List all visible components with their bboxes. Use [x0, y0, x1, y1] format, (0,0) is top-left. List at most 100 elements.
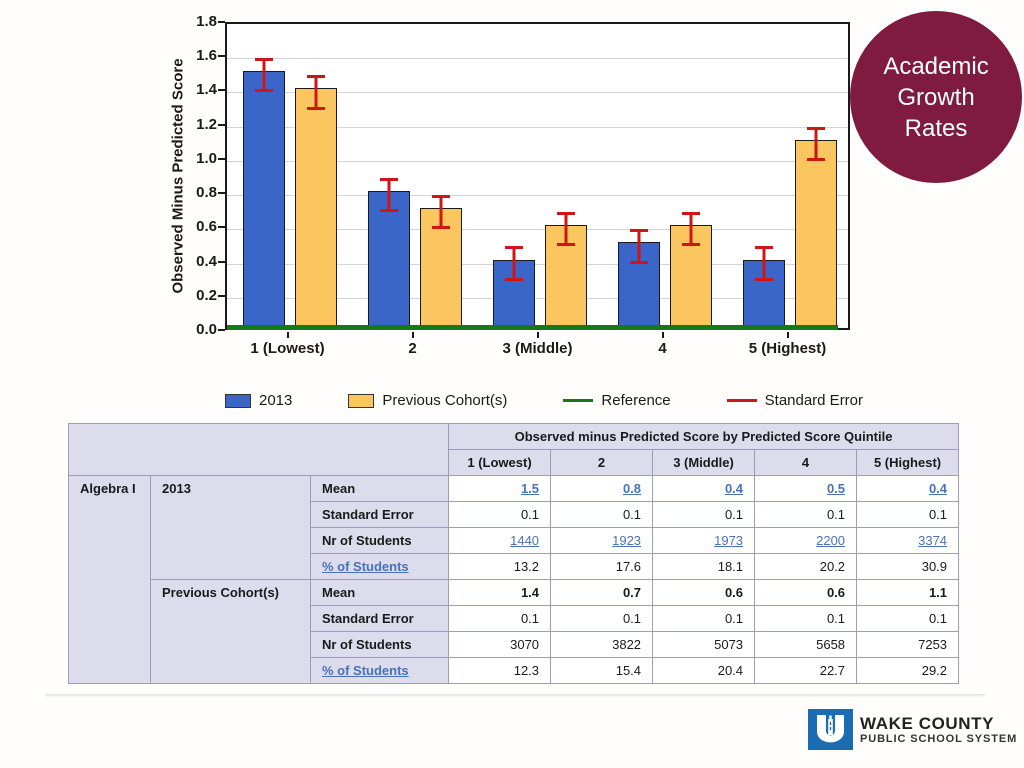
y-tick-mark [218, 329, 225, 331]
value-cell: 0.1 [448, 605, 552, 632]
error-bar [806, 126, 825, 161]
value-cell: 0.1 [856, 501, 960, 528]
value-cell: 20.4 [652, 657, 756, 684]
value-cell: 0.1 [550, 501, 654, 528]
value-link-cell[interactable]: 1923 [550, 527, 654, 554]
table-row: Previous Cohort(s) Mean 1.4 0.7 0.6 0.6 1.1 [69, 579, 960, 684]
x-tick-label: 4 [658, 340, 667, 357]
value-cell: 17.6 [550, 553, 654, 580]
value-link-cell[interactable]: 2200 [754, 527, 858, 554]
value-link-cell[interactable]: 0.4 [856, 475, 960, 502]
column-header: 4 [754, 449, 858, 476]
value-link-cell[interactable]: 1973 [652, 527, 756, 554]
table-row: Algebra I 2013 Mean 1.5 0.8 0.4 0.5 0.4 [68, 475, 960, 684]
x-tick-label: 2 [408, 340, 417, 357]
y-tick-label: 1.0 [196, 149, 217, 167]
legend-swatch [225, 393, 251, 408]
footer-divider [45, 694, 985, 697]
cohort-group-cell: 2013 [150, 475, 311, 580]
row-label: Mean [309, 475, 450, 502]
value-link-cell[interactable]: 0.8 [550, 475, 654, 502]
y-tick-label: 1.6 [196, 47, 217, 65]
value-cell: 5658 [754, 631, 858, 658]
logo-subtitle: PUBLIC SCHOOL SYSTEM [860, 732, 1018, 745]
table-row: Standard Error 0.1 0.1 0.1 0.1 0.1 [69, 501, 960, 528]
table-corner-cell [67, 423, 450, 476]
y-tick-mark [218, 21, 225, 23]
y-tick-mark [218, 157, 225, 160]
bar-previous-cohort-s--2 [419, 208, 462, 328]
x-tick-label: 5 (Highest) [748, 340, 827, 357]
gridline [227, 92, 848, 94]
legend-label: Previous Cohort(s) [382, 392, 508, 409]
error-bar [754, 246, 773, 281]
error-bar [504, 246, 523, 281]
legend-item: Standard Error [726, 392, 863, 409]
x-tick-label: 1 (Lowest) [250, 340, 325, 357]
error-bar [556, 212, 575, 247]
value-cell: 18.1 [652, 553, 756, 580]
score-quintile-table: Observed minus Predicted Score by Predic… [67, 423, 960, 684]
value-cell: 12.3 [448, 657, 552, 684]
gridline [227, 58, 848, 60]
row-label-link[interactable]: % of Students [309, 657, 450, 684]
value-cell: 1.1 [856, 579, 960, 606]
value-cell: 0.1 [652, 501, 756, 528]
y-tick-label: 1.2 [196, 115, 217, 133]
badge-line: Academic [883, 52, 989, 80]
y-tick-label: 0.6 [196, 218, 217, 236]
row-label: Standard Error [309, 501, 450, 528]
y-tick-label: 0.4 [196, 252, 217, 270]
column-header: 3 (Middle) [652, 449, 756, 476]
value-link-cell[interactable]: 0.4 [652, 475, 756, 502]
x-tick-mark [786, 332, 789, 338]
y-tick-mark [218, 123, 225, 126]
row-label: Nr of Students [309, 527, 450, 554]
table-span-header: Observed minus Predicted Score by Predic… [448, 423, 960, 450]
table-row: Nr of Students 1440 1923 1973 2200 3374 [69, 527, 960, 554]
legend-item: Previous Cohort(s) [348, 392, 507, 409]
x-tick-mark [411, 332, 414, 338]
gridline [227, 263, 848, 265]
cohort-group-cell: Previous Cohort(s) [150, 579, 311, 684]
error-bar [306, 75, 325, 110]
value-cell: 0.1 [754, 605, 858, 632]
legend-item: 2013 [225, 392, 292, 409]
value-link-cell[interactable]: 3374 [856, 527, 960, 554]
gridline [227, 160, 848, 162]
value-cell: 29.2 [856, 657, 960, 684]
value-cell: 3070 [448, 631, 552, 658]
subject-cell: Algebra I [68, 475, 151, 684]
badge-line: Rates [904, 114, 968, 142]
legend-label: Reference [601, 392, 671, 409]
value-cell: 20.2 [754, 553, 858, 580]
academic-growth-rates-badge: Academic Growth Rates [850, 11, 1022, 183]
error-bar [254, 58, 273, 93]
bar-previous-cohort-s--1-lowest- [294, 88, 337, 328]
table-row: % of Students 12.3 15.4 20.4 22.7 29.2 [69, 657, 960, 684]
wake-county-logo: WAKE COUNTY PUBLIC SCHOOL SYSTEM [808, 709, 1017, 750]
gridline [227, 297, 848, 299]
value-cell: 0.1 [754, 501, 858, 528]
value-link-cell[interactable]: 0.5 [754, 475, 858, 502]
table-row: Standard Error 0.1 0.1 0.1 0.1 0.1 [69, 605, 960, 632]
x-tick-mark [286, 332, 289, 338]
error-bar [681, 212, 700, 247]
reference-line [227, 325, 838, 330]
standard-error-line-swatch [726, 399, 757, 402]
building-icon [817, 715, 844, 743]
legend-label: 2013 [259, 392, 293, 409]
row-label: Nr of Students [309, 631, 450, 658]
value-cell: 0.1 [652, 605, 756, 632]
value-link-cell[interactable]: 1.5 [448, 475, 552, 502]
error-bar [629, 229, 648, 264]
column-header: 5 (Highest) [856, 449, 960, 476]
value-cell: 0.6 [754, 579, 858, 606]
column-header: 2 [550, 449, 654, 476]
row-label-link[interactable]: % of Students [309, 553, 450, 580]
value-cell: 0.1 [550, 605, 654, 632]
row-label: Standard Error [309, 605, 450, 632]
bar-previous-cohort-s--5-highest- [794, 139, 837, 328]
value-link-cell[interactable]: 1440 [448, 527, 552, 554]
